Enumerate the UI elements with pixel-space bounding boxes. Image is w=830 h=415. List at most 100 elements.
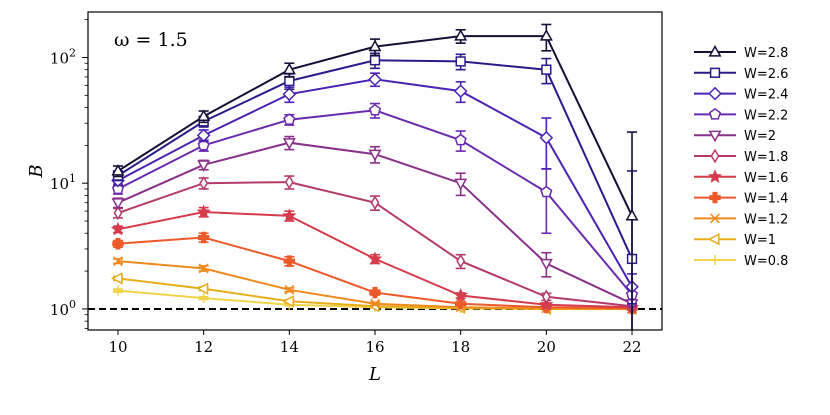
legend-label: W=1.8 xyxy=(744,150,788,165)
x-axis-label: L xyxy=(368,364,381,385)
legend-item: W=1.2 xyxy=(694,212,788,227)
legend-item: W=2.2 xyxy=(694,107,788,123)
data-point xyxy=(367,251,383,265)
data-point xyxy=(370,298,380,309)
x-tick-label: 22 xyxy=(622,338,641,356)
legend-item: W=2.4 xyxy=(694,86,788,103)
data-point xyxy=(199,176,209,191)
data-point xyxy=(113,205,123,221)
legend-marker xyxy=(709,191,721,204)
data-point xyxy=(541,64,552,75)
data-point xyxy=(111,198,125,210)
y-tick-label: 101 xyxy=(50,172,76,193)
legend-item: W=1.6 xyxy=(694,169,788,186)
legend-item: W=2.6 xyxy=(694,67,788,82)
data-point xyxy=(284,284,295,295)
data-point xyxy=(539,130,554,145)
legend-label: W=2.6 xyxy=(744,67,788,82)
legend-item: W=1.4 xyxy=(694,192,788,207)
x-tick-label: 16 xyxy=(365,338,384,356)
data-point xyxy=(197,138,210,151)
legend-item: W=1.8 xyxy=(694,148,788,165)
data-point xyxy=(455,56,466,67)
legend-label: W=1.6 xyxy=(744,171,788,186)
data-point xyxy=(282,62,296,75)
legend-label: W=1 xyxy=(744,233,776,248)
data-point xyxy=(196,204,211,219)
data-point xyxy=(282,295,294,308)
data-point xyxy=(284,174,294,190)
data-point xyxy=(368,103,382,116)
data-point xyxy=(370,195,380,210)
legend-marker xyxy=(709,67,721,78)
data-point xyxy=(283,255,296,267)
data-point xyxy=(453,84,468,98)
x-tick-label: 10 xyxy=(108,338,127,356)
legend-label: W=2.2 xyxy=(744,108,788,123)
data-point xyxy=(368,39,382,52)
x-tick-label: 20 xyxy=(537,338,556,356)
data-point xyxy=(541,289,551,304)
series-W=1.4 xyxy=(112,231,638,315)
data-point xyxy=(454,133,467,146)
legend-label: W=2.8 xyxy=(744,46,788,61)
data-point xyxy=(369,286,381,299)
data-point xyxy=(368,149,382,162)
series-layer xyxy=(110,23,640,330)
data-point xyxy=(456,253,466,269)
data-point xyxy=(369,55,381,66)
y-axis-label: B xyxy=(26,164,47,178)
legend-label: W=1.4 xyxy=(744,192,788,207)
data-point xyxy=(197,160,211,172)
data-point xyxy=(113,256,123,267)
data-point xyxy=(282,208,297,222)
legend-marker xyxy=(708,44,722,57)
data-point xyxy=(284,75,295,87)
data-point xyxy=(197,231,210,244)
data-point xyxy=(198,293,209,304)
series-W=2.8 xyxy=(111,23,639,330)
x-tick-label: 14 xyxy=(280,338,299,356)
data-point xyxy=(539,297,554,311)
x-axis: 10 12 14 16 18 20 22 xyxy=(108,330,642,356)
x-tick-label: 12 xyxy=(194,338,213,356)
data-point xyxy=(368,72,382,87)
data-point xyxy=(110,272,123,285)
data-point xyxy=(197,109,211,121)
y-tick-label: 102 xyxy=(50,46,76,67)
data-point xyxy=(454,29,468,41)
legend-item: W=2.8 xyxy=(694,44,788,61)
data-point xyxy=(112,238,124,250)
series-W=2 xyxy=(111,135,639,311)
legend: W=2.8 W=2.6 W=2.4 W=2.2 W=2 W=1.8 W=1.6 W=1.4 W=… xyxy=(694,44,788,269)
data-point xyxy=(198,263,209,274)
data-point xyxy=(539,29,553,41)
x-tick-label: 18 xyxy=(451,338,470,356)
legend-marker xyxy=(708,107,722,120)
data-point xyxy=(540,185,553,198)
legend-item: W=2 xyxy=(694,129,776,144)
omega-annotation: ω = 1.5 xyxy=(114,29,188,51)
data-point xyxy=(539,258,553,271)
data-point xyxy=(111,163,125,176)
data-point xyxy=(113,285,123,296)
legend-marker xyxy=(707,233,720,246)
data-point xyxy=(454,298,467,310)
data-point xyxy=(282,87,297,102)
data-point xyxy=(196,282,209,295)
y-axis: 100 101 102 xyxy=(50,19,88,329)
data-point xyxy=(282,138,296,150)
data-point xyxy=(283,113,296,125)
legend-marker xyxy=(708,130,722,143)
legend-marker xyxy=(710,148,720,164)
legend-marker xyxy=(710,213,720,224)
series-line xyxy=(117,141,633,305)
y-tick-label: 100 xyxy=(50,298,76,319)
legend-label: W=2.4 xyxy=(744,88,788,103)
legend-label: W=0.8 xyxy=(744,254,788,269)
legend-marker xyxy=(708,86,722,101)
data-point xyxy=(110,221,126,236)
data-point xyxy=(196,128,211,143)
legend-item: W=1 xyxy=(694,233,776,248)
